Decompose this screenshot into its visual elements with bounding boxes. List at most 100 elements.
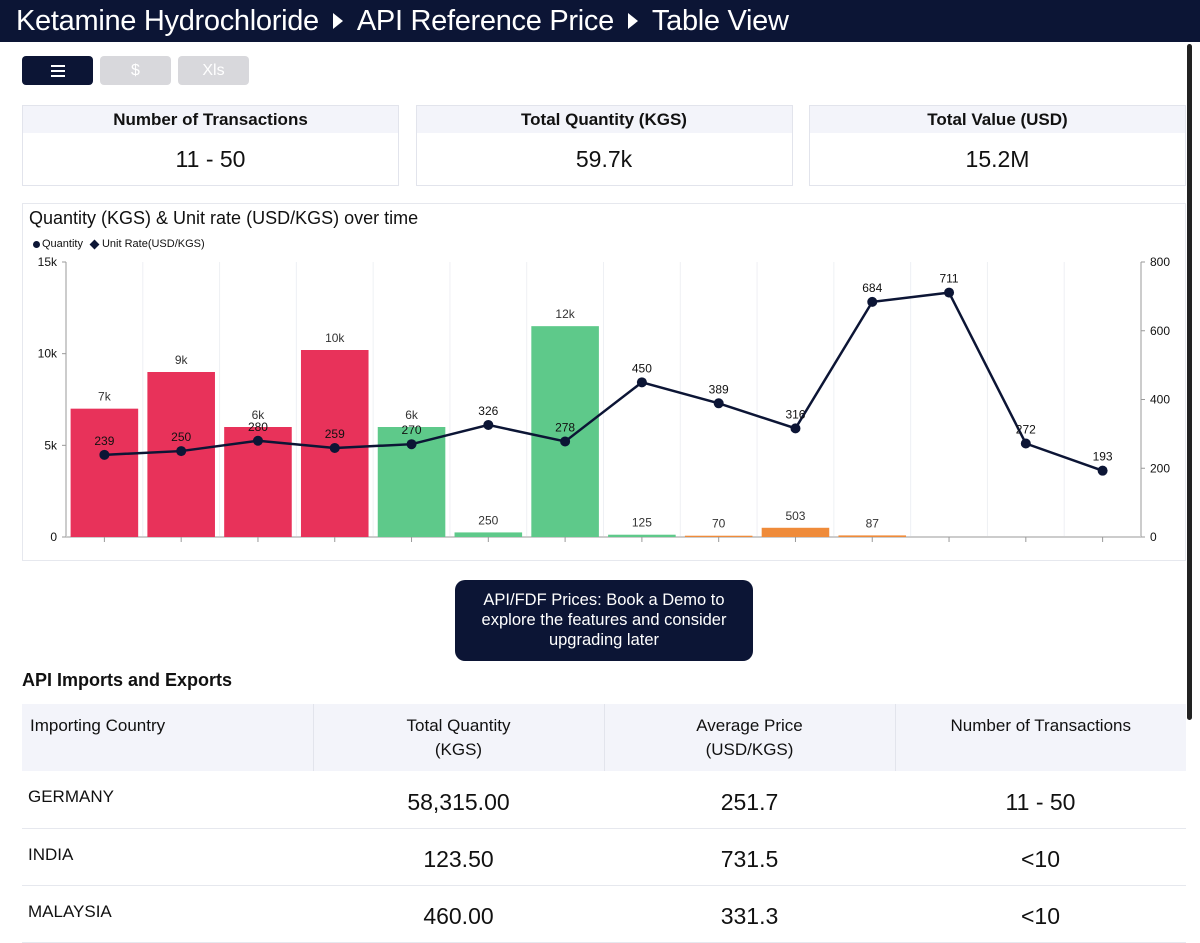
card-transactions: Number of Transactions 11 - 50 [22, 105, 399, 186]
book-demo-button[interactable]: API/FDF Prices: Book a Demo to explore t… [455, 580, 753, 661]
breadcrumb-item-table-view: Table View [651, 4, 789, 37]
chart-plot: 0 5k 10k 15k 0 200 400 600 800 7k 9k 6k 10k 6k 250 12k 1… [38, 255, 1171, 544]
rate-point [176, 446, 187, 457]
menu-icon [50, 64, 65, 77]
table-row[interactable]: MALAYSIA 460.00 331.3 <10 [22, 885, 1186, 943]
rate-data-label: 711 [939, 272, 958, 286]
breadcrumb: Ketamine Hydrochloride API Reference Pri… [0, 0, 1200, 42]
summary-cards: Number of Transactions 11 - 50 Total Qua… [22, 105, 1186, 186]
rate-point [867, 296, 878, 307]
legend-item-unit-rate[interactable]: Unit Rate(USD/KGS) [89, 238, 205, 250]
chart-legend: Quantity Unit Rate(USD/KGS) [33, 238, 205, 250]
table-view-button[interactable] [22, 56, 93, 85]
rate-point [406, 439, 417, 450]
bar-data-label: 70 [712, 517, 726, 531]
y-tick-label-right: 200 [1150, 461, 1170, 475]
column-header-price[interactable]: Average Price (USD/KGS) [604, 704, 896, 771]
bar-data-label: 7k [98, 390, 112, 404]
cell-transactions: <10 [895, 828, 1186, 886]
y-tick-label-right: 0 [1150, 530, 1157, 544]
column-header-country[interactable]: Importing Country [22, 704, 314, 771]
view-toolbar: $ Xls [22, 56, 249, 85]
rate-data-label: 389 [709, 382, 729, 396]
bar [454, 532, 523, 537]
column-header-transactions[interactable]: Number of Transactions [895, 704, 1186, 771]
chart-title: Quantity (KGS) & Unit rate (USD/KGS) ove… [29, 208, 419, 228]
quantity-rate-chart: Quantity (KGS) & Unit rate (USD/KGS) ove… [22, 203, 1186, 561]
column-header-quantity[interactable]: Total Quantity (KGS) [313, 704, 605, 771]
imports-table: Importing Country Total Quantity (KGS) Av… [22, 704, 1186, 943]
y-tick-label-left: 0 [50, 530, 57, 544]
rate-data-label: 280 [248, 420, 268, 434]
card-value: 59.7k [575, 146, 633, 172]
card-title: Total Value (USD) [810, 106, 1185, 133]
y-tick-label-right: 600 [1150, 324, 1170, 338]
rate-data-label: 239 [94, 434, 114, 448]
card-total-value: Total Value (USD) 15.2M [809, 105, 1186, 186]
rate-data-label: 259 [325, 427, 345, 441]
price-view-button[interactable]: $ [100, 56, 171, 85]
rate-line [104, 291, 1104, 472]
table-row[interactable]: GERMANY 58,315.00 251.7 11 - 50 [22, 771, 1186, 829]
table-header-row: Importing Country Total Quantity (KGS) Av… [22, 704, 1186, 771]
rate-point [1097, 465, 1108, 476]
bar [838, 535, 907, 537]
header-line: Number of Transactions [950, 716, 1131, 735]
rate-data-label: 278 [555, 420, 575, 434]
rate-data-label: 316 [785, 407, 805, 421]
rate-data-label: 326 [478, 404, 498, 418]
bar [531, 326, 599, 537]
bar [608, 534, 676, 537]
rate-data-label: 270 [402, 423, 422, 437]
rate-point [483, 419, 494, 430]
breadcrumb-item-api-reference-price[interactable]: API Reference Price [356, 4, 614, 37]
card-total-quantity: Total Quantity (KGS) 59.7k [415, 105, 793, 186]
bar [761, 527, 830, 537]
cell-price: 731.5 [604, 828, 895, 886]
rate-point [944, 287, 955, 298]
rate-point [329, 442, 340, 453]
bar-data-label: 87 [866, 516, 880, 530]
cell-transactions: <10 [895, 885, 1186, 943]
card-value: 11 - 50 [175, 146, 246, 172]
cell-country: INDIA [22, 828, 313, 886]
cell-transactions: 11 - 50 [895, 771, 1186, 829]
rate-point [99, 449, 110, 460]
header-line: Importing Country [30, 716, 166, 735]
rate-data-label: 450 [632, 361, 652, 375]
card-value: 15.2M [965, 146, 1030, 172]
bar-data-label: 6k [405, 408, 419, 422]
cell-quantity: 58,315.00 [313, 771, 604, 829]
bar-data-label: 125 [632, 516, 652, 530]
vertical-scrollbar[interactable] [1187, 44, 1192, 720]
y-tick-label-right: 800 [1150, 255, 1170, 269]
rate-data-label: 272 [1016, 423, 1036, 437]
header-line: Average Price [696, 716, 803, 735]
header-line: (KGS) [434, 740, 483, 759]
cell-quantity: 460.00 [313, 885, 604, 943]
breadcrumb-separator-icon [627, 13, 638, 29]
cell-country: MALAYSIA [22, 885, 313, 943]
y-tick-label-left: 10k [38, 347, 58, 361]
bar-data-label: 503 [785, 509, 805, 523]
legend-label: Unit Rate(USD/KGS) [101, 238, 205, 250]
breadcrumb-item-product[interactable]: Ketamine Hydrochloride [16, 4, 319, 37]
export-xls-button[interactable]: Xls [178, 56, 249, 85]
cell-country: GERMANY [22, 771, 313, 829]
bar-data-label: 250 [478, 513, 498, 527]
bar-data-label: 10k [325, 331, 345, 345]
y-tick-label-left: 15k [38, 255, 58, 269]
header-line: Total Quantity [406, 716, 511, 735]
header-line: (USD/KGS) [705, 740, 794, 759]
legend-item-quantity[interactable]: Quantity [33, 238, 83, 250]
rate-data-label: 684 [862, 281, 882, 295]
cell-price: 331.3 [604, 885, 895, 943]
cell-quantity: 123.50 [313, 828, 604, 886]
rate-point [790, 423, 801, 434]
rate-point [252, 435, 263, 446]
y-tick-label-left: 5k [44, 438, 58, 452]
circle-icon [33, 240, 40, 248]
section-title: API Imports and Exports [22, 670, 233, 690]
table-row[interactable]: INDIA 123.50 731.5 <10 [22, 828, 1186, 886]
card-title: Total Quantity (KGS) [416, 106, 792, 133]
